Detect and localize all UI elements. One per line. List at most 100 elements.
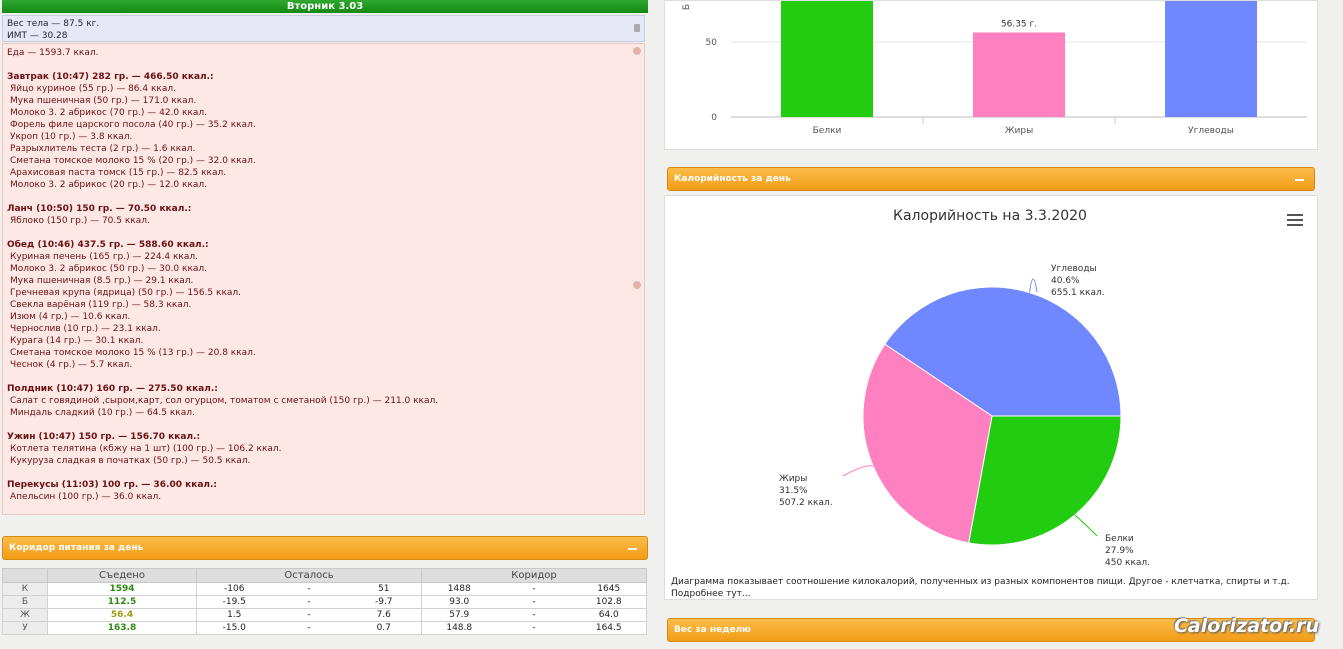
eaten-value: 112.5 [47, 595, 197, 609]
y-tick-label: 0 [711, 113, 717, 123]
range-dash: - [496, 582, 572, 596]
pie-connector [1029, 278, 1038, 293]
bar[interactable] [973, 32, 1065, 117]
food-item[interactable]: Курага (14 гр.) — 30.1 ккал. [10, 336, 144, 346]
meal-title[interactable]: Ужин (10:47) 150 гр. — 156.70 ккал.: [7, 432, 201, 442]
pie-slice[interactable] [884, 286, 1122, 417]
pie-description: Диаграмма показывает соотношение килокал… [671, 576, 1311, 600]
bmi-value: ИМТ — 30.28 [7, 31, 68, 41]
bar-data-label: 56.35 г. [1001, 19, 1037, 29]
table-header-row: Съедено Осталось Коридор [2, 568, 647, 583]
food-total: Еда — 1593.7 ккал. [7, 48, 99, 58]
meal-title[interactable]: Обед (10:46) 437.5 гр. — 588.60 ккал.: [7, 240, 209, 250]
food-item[interactable]: Чеснок (4 гр.) — 5.7 ккал. [10, 360, 133, 370]
corridor-max-value: 164.5 [571, 621, 647, 635]
right-column: 0 50 Б Белки Жиры 56.35 г. Углеводы Калорийнос… [662, 0, 1320, 649]
food-item[interactable]: Миндаль сладкий (10 гр.) — 64.5 ккал. [10, 408, 195, 418]
more-link[interactable]: Подробнее тут... [671, 589, 751, 599]
site-watermark: Calorizator.ru [1173, 615, 1319, 637]
food-item[interactable]: Куриная печень (165 гр.) — 224.4 ккал. [10, 252, 198, 262]
hand-icon[interactable] [633, 281, 641, 289]
food-item[interactable]: Изюм (4 гр.) — 10.6 ккал. [10, 312, 131, 322]
bar[interactable] [1165, 1, 1257, 117]
hand-icon[interactable] [633, 47, 641, 55]
range-dash: - [496, 608, 572, 622]
collapse-icon[interactable] [628, 548, 637, 550]
bar-chart-svg: 0 50 Б Белки Жиры 56.35 г. Углеводы [682, 1, 1307, 136]
left-min-value: -15.0 [196, 621, 272, 635]
body-weight: Вес тела — 87.5 кг. [7, 19, 100, 29]
left-column: Вторник 3.03 Вес тела — 87.5 кг. ИМТ — 3… [0, 0, 651, 649]
table-header-corner [2, 568, 48, 583]
weight-panel-title: Вес за неделю [674, 625, 751, 635]
x-tick-label: Белки [813, 126, 842, 136]
meal-title[interactable]: Ланч (10:50) 150 гр. — 70.50 ккал.: [7, 204, 192, 214]
table-header-corridor: Коридор [421, 568, 647, 583]
corridor-panel-header[interactable]: Коридор питания за день [2, 536, 648, 560]
left-min-value: -106 [196, 582, 272, 596]
meal-spacer [7, 419, 640, 431]
pie-slice[interactable] [968, 415, 1122, 546]
eaten-value: 163.8 [47, 621, 197, 635]
food-item[interactable]: Сметана томское молоко 15 % (20 гр.) — 3… [10, 156, 256, 166]
meal-spacer [7, 59, 640, 71]
meal-title[interactable]: Завтрак (10:47) 282 гр. — 466.50 ккал.: [7, 72, 214, 82]
food-item[interactable]: Салат с говядиной ,сыром,карт, сол огурц… [10, 396, 439, 406]
corridor-max-value: 102.8 [571, 595, 647, 609]
pie-connector [1074, 514, 1098, 537]
food-item[interactable]: Кукуруза сладкая в початках (50 гр.) — 5… [10, 456, 251, 466]
calorie-panel-header[interactable]: Калорийность за день [667, 167, 1315, 191]
slice-name-label: Белки [1105, 534, 1134, 544]
food-item[interactable]: Молоко 3. 2 абрикос (70 гр.) — 42.0 ккал… [10, 108, 208, 118]
meal-spacer [7, 191, 640, 203]
left-max-value: 51 [346, 582, 422, 596]
edit-icon[interactable] [634, 24, 640, 32]
chart-menu-icon[interactable] [1287, 214, 1303, 229]
slice-percent-label: 27.9% [1105, 546, 1134, 556]
x-tick-label: Жиры [1005, 126, 1033, 136]
food-item[interactable]: Чернослив (10 гр.) — 23.1 ккал. [10, 324, 161, 334]
slice-percent-label: 40.6% [1051, 276, 1080, 286]
row-label: К [2, 582, 48, 596]
range-dash: - [271, 595, 347, 609]
food-diary-box: Еда — 1593.7 ккал. Завтрак (10:47) 282 г… [2, 43, 645, 515]
slice-name-label: Углеводы [1051, 264, 1097, 274]
weight-panel-header[interactable]: Вес за неделю [667, 618, 1315, 642]
left-max-value: 7.6 [346, 608, 422, 622]
food-item[interactable]: Яблоко (150 гр.) — 70.5 ккал. [10, 216, 150, 226]
food-item[interactable]: Арахисовая паста томск (15 гр.) — 82.5 к… [10, 168, 227, 178]
food-item[interactable]: Молоко 3. 2 абрикос (50 гр.) — 30.0 ккал… [10, 264, 208, 274]
range-dash: - [271, 582, 347, 596]
slice-percent-label: 31.5% [779, 486, 808, 496]
y-axis-label: Б [682, 4, 692, 10]
collapse-icon[interactable] [1295, 179, 1304, 181]
meal-spacer [7, 227, 640, 239]
left-max-value: -9.7 [346, 595, 422, 609]
food-item[interactable]: Апельсин (100 гр.) — 36.0 ккал. [10, 492, 162, 502]
food-item[interactable]: Мука пшеничная (50 гр.) — 171.0 ккал. [10, 96, 197, 106]
food-item[interactable]: Яйцо куриное (55 гр.) — 86.4 ккал. [10, 84, 176, 94]
food-item[interactable]: Укроп (10 гр.) — 3.8 ккал. [10, 132, 133, 142]
pie-slice[interactable] [862, 343, 993, 544]
corridor-min-value: 148.8 [421, 621, 497, 635]
bar[interactable] [781, 1, 873, 117]
food-item[interactable]: Свекла варёная (119 гр.) — 58.3 ккал. [10, 300, 192, 310]
meal-title[interactable]: Полдник (10:47) 160 гр. — 275.50 ккал.: [7, 384, 218, 394]
food-item[interactable]: Гречневая крупа (ядрица) (50 гр.) — 156.… [10, 288, 242, 298]
left-max-value: 0.7 [346, 621, 422, 635]
corridor-min-value: 1488 [421, 582, 497, 596]
food-item[interactable]: Разрыхлитель теста (2 гр.) — 1.6 ккал. [10, 144, 196, 154]
table-row: К 1594 -106-51 1488-1645 [2, 582, 647, 596]
x-tick-label: Углеводы [1188, 126, 1234, 136]
food-item[interactable]: Мука пшеничная (8.5 гр.) — 29.1 ккал. [10, 276, 194, 286]
day-header[interactable]: Вторник 3.03 [2, 0, 648, 13]
food-item[interactable]: Котлета телятина (кбжу на 1 шт) (100 гр.… [10, 444, 282, 454]
corridor-panel-title: Коридор питания за день [9, 543, 144, 553]
meal-list: Завтрак (10:47) 282 гр. — 466.50 ккал.: Я… [7, 59, 640, 503]
range-dash: - [271, 608, 347, 622]
food-item[interactable]: Молоко 3. 2 абрикос (20 гр.) — 12.0 ккал… [10, 180, 208, 190]
food-item[interactable]: Сметана томское молоко 15 % (13 гр.) — 2… [10, 348, 256, 358]
food-item[interactable]: Форель филе царского посола (40 гр.) — 3… [10, 120, 256, 130]
meal-title[interactable]: Перекусы (11:03) 100 гр. — 36.00 ккал.: [7, 480, 218, 490]
